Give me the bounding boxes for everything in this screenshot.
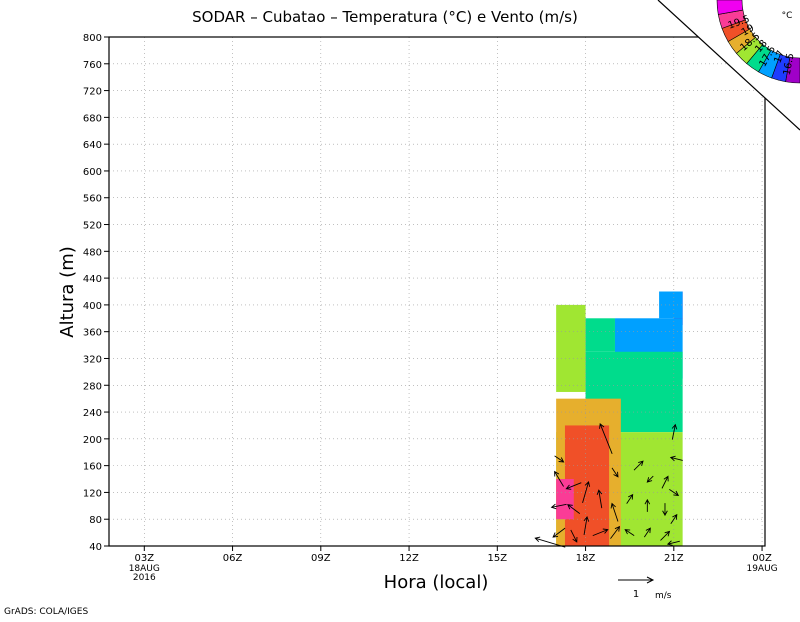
y-tick-labels: 40 80 120 160 200 240 280 320 360 400 440 480 520 560… <box>83 33 109 553</box>
wind-arrow-24 <box>661 475 669 489</box>
y-tick-label-16: 680 <box>83 113 102 124</box>
wind-arrow-13 <box>610 525 621 539</box>
credit-text: GrADS: COLA/IGES <box>4 607 88 617</box>
wind-arrow-4 <box>554 455 565 463</box>
y-tick-label-7: 320 <box>83 354 102 365</box>
wind-arrow-26 <box>670 513 678 524</box>
y-axis-label: Altura (m) <box>57 246 78 338</box>
x-tick-label-2: 09Z <box>311 553 331 564</box>
y-tick-label-13: 560 <box>83 194 102 205</box>
grid-lines <box>109 37 765 546</box>
wind-arrow-19 <box>643 527 651 538</box>
y-tick-label-9: 400 <box>83 301 102 312</box>
y-tick-label-11: 480 <box>83 247 102 258</box>
x-axis-label: Hora (local) <box>384 572 489 593</box>
legend-swatch-8 <box>716 0 744 15</box>
x-tick-sublabel-7-0: 19AUG <box>746 564 777 574</box>
y-tick-label-12: 520 <box>83 221 102 232</box>
legend-divider <box>657 0 800 131</box>
wind-reference-unit: m/s <box>655 591 672 601</box>
y-tick-label-14: 600 <box>83 167 102 178</box>
y-tick-label-6: 280 <box>83 381 102 392</box>
x-tick-sublabel-0-0: 18AUG <box>129 564 160 574</box>
wind-arrow-14 <box>610 502 619 522</box>
wind-vectors <box>534 422 683 548</box>
y-tick-label-0: 40 <box>89 542 102 553</box>
temperature-cell-2-1 <box>659 291 683 319</box>
temperature-cell-7-0 <box>556 479 574 520</box>
wind-arrow-5 <box>570 529 578 543</box>
wind-arrow-6 <box>567 504 581 515</box>
x-tick-label-5: 18Z <box>576 553 596 564</box>
y-tick-label-1: 80 <box>89 515 102 526</box>
wind-arrow-28 <box>669 455 683 462</box>
wind-arrow-16 <box>624 529 635 536</box>
wind-arrow-15 <box>611 467 619 478</box>
wind-arrow-9 <box>582 481 591 504</box>
legend-unit: °C <box>782 11 793 21</box>
wind-arrow-7 <box>565 482 582 490</box>
x-tick-label-3: 12Z <box>399 553 419 564</box>
wind-arrow-20 <box>644 498 651 512</box>
y-tick-label-10: 440 <box>83 274 102 285</box>
chart-title: SODAR – Cubatao – Temperatura (°C) e Ven… <box>192 8 578 26</box>
y-tick-label-4: 200 <box>83 435 102 446</box>
axes <box>108 36 766 547</box>
wind-arrow-2 <box>550 503 567 510</box>
y-tick-label-8: 360 <box>83 328 102 339</box>
y-tick-label-18: 760 <box>83 60 102 71</box>
wind-reference-arrowhead <box>646 576 655 584</box>
wind-arrow-22 <box>660 530 671 541</box>
y-tick-label-3: 160 <box>83 462 102 473</box>
wind-reference-value: 1 <box>633 589 639 600</box>
wind-arrow-29 <box>671 423 678 440</box>
wind-arrow-10 <box>592 528 609 537</box>
wind-arrow-11 <box>596 489 603 509</box>
plot-frame <box>108 36 766 547</box>
x-tick-sublabel-0-1: 2016 <box>133 573 156 583</box>
wind-reference: 1 m/s <box>618 576 672 601</box>
temperature-cell-3-1 <box>585 318 615 352</box>
wind-arrow-27 <box>669 489 680 496</box>
temperature-cell-4-0 <box>556 304 586 392</box>
y-tick-label-5: 240 <box>83 408 102 419</box>
legend-label-0: 16.5 <box>782 52 797 76</box>
x-tick-label-4: 15Z <box>488 553 508 564</box>
wind-arrow-23 <box>662 503 668 517</box>
legend-label-1: 17 <box>772 49 787 65</box>
x-tick-label-1: 06Z <box>223 553 243 564</box>
wind-arrow-1 <box>552 527 566 538</box>
y-tick-label-19: 800 <box>83 33 102 44</box>
wind-arrow-12 <box>599 422 613 455</box>
temperature-regions <box>556 291 683 546</box>
y-tick-label-17: 720 <box>83 87 102 98</box>
wind-arrow-18 <box>633 460 644 471</box>
x-tick-label-0: 03Z <box>135 553 155 564</box>
wind-arrow-21 <box>646 475 654 483</box>
wind-arrow-25 <box>666 540 680 546</box>
y-tick-label-2: 120 <box>83 488 102 499</box>
wind-arrow-17 <box>626 493 634 504</box>
y-tick-label-15: 640 <box>83 140 102 151</box>
x-tick-label-7: 00Z <box>752 553 772 564</box>
wind-arrow-8 <box>583 515 590 535</box>
wind-arrow-3 <box>554 470 564 487</box>
x-tick-label-6: 21Z <box>664 553 684 564</box>
